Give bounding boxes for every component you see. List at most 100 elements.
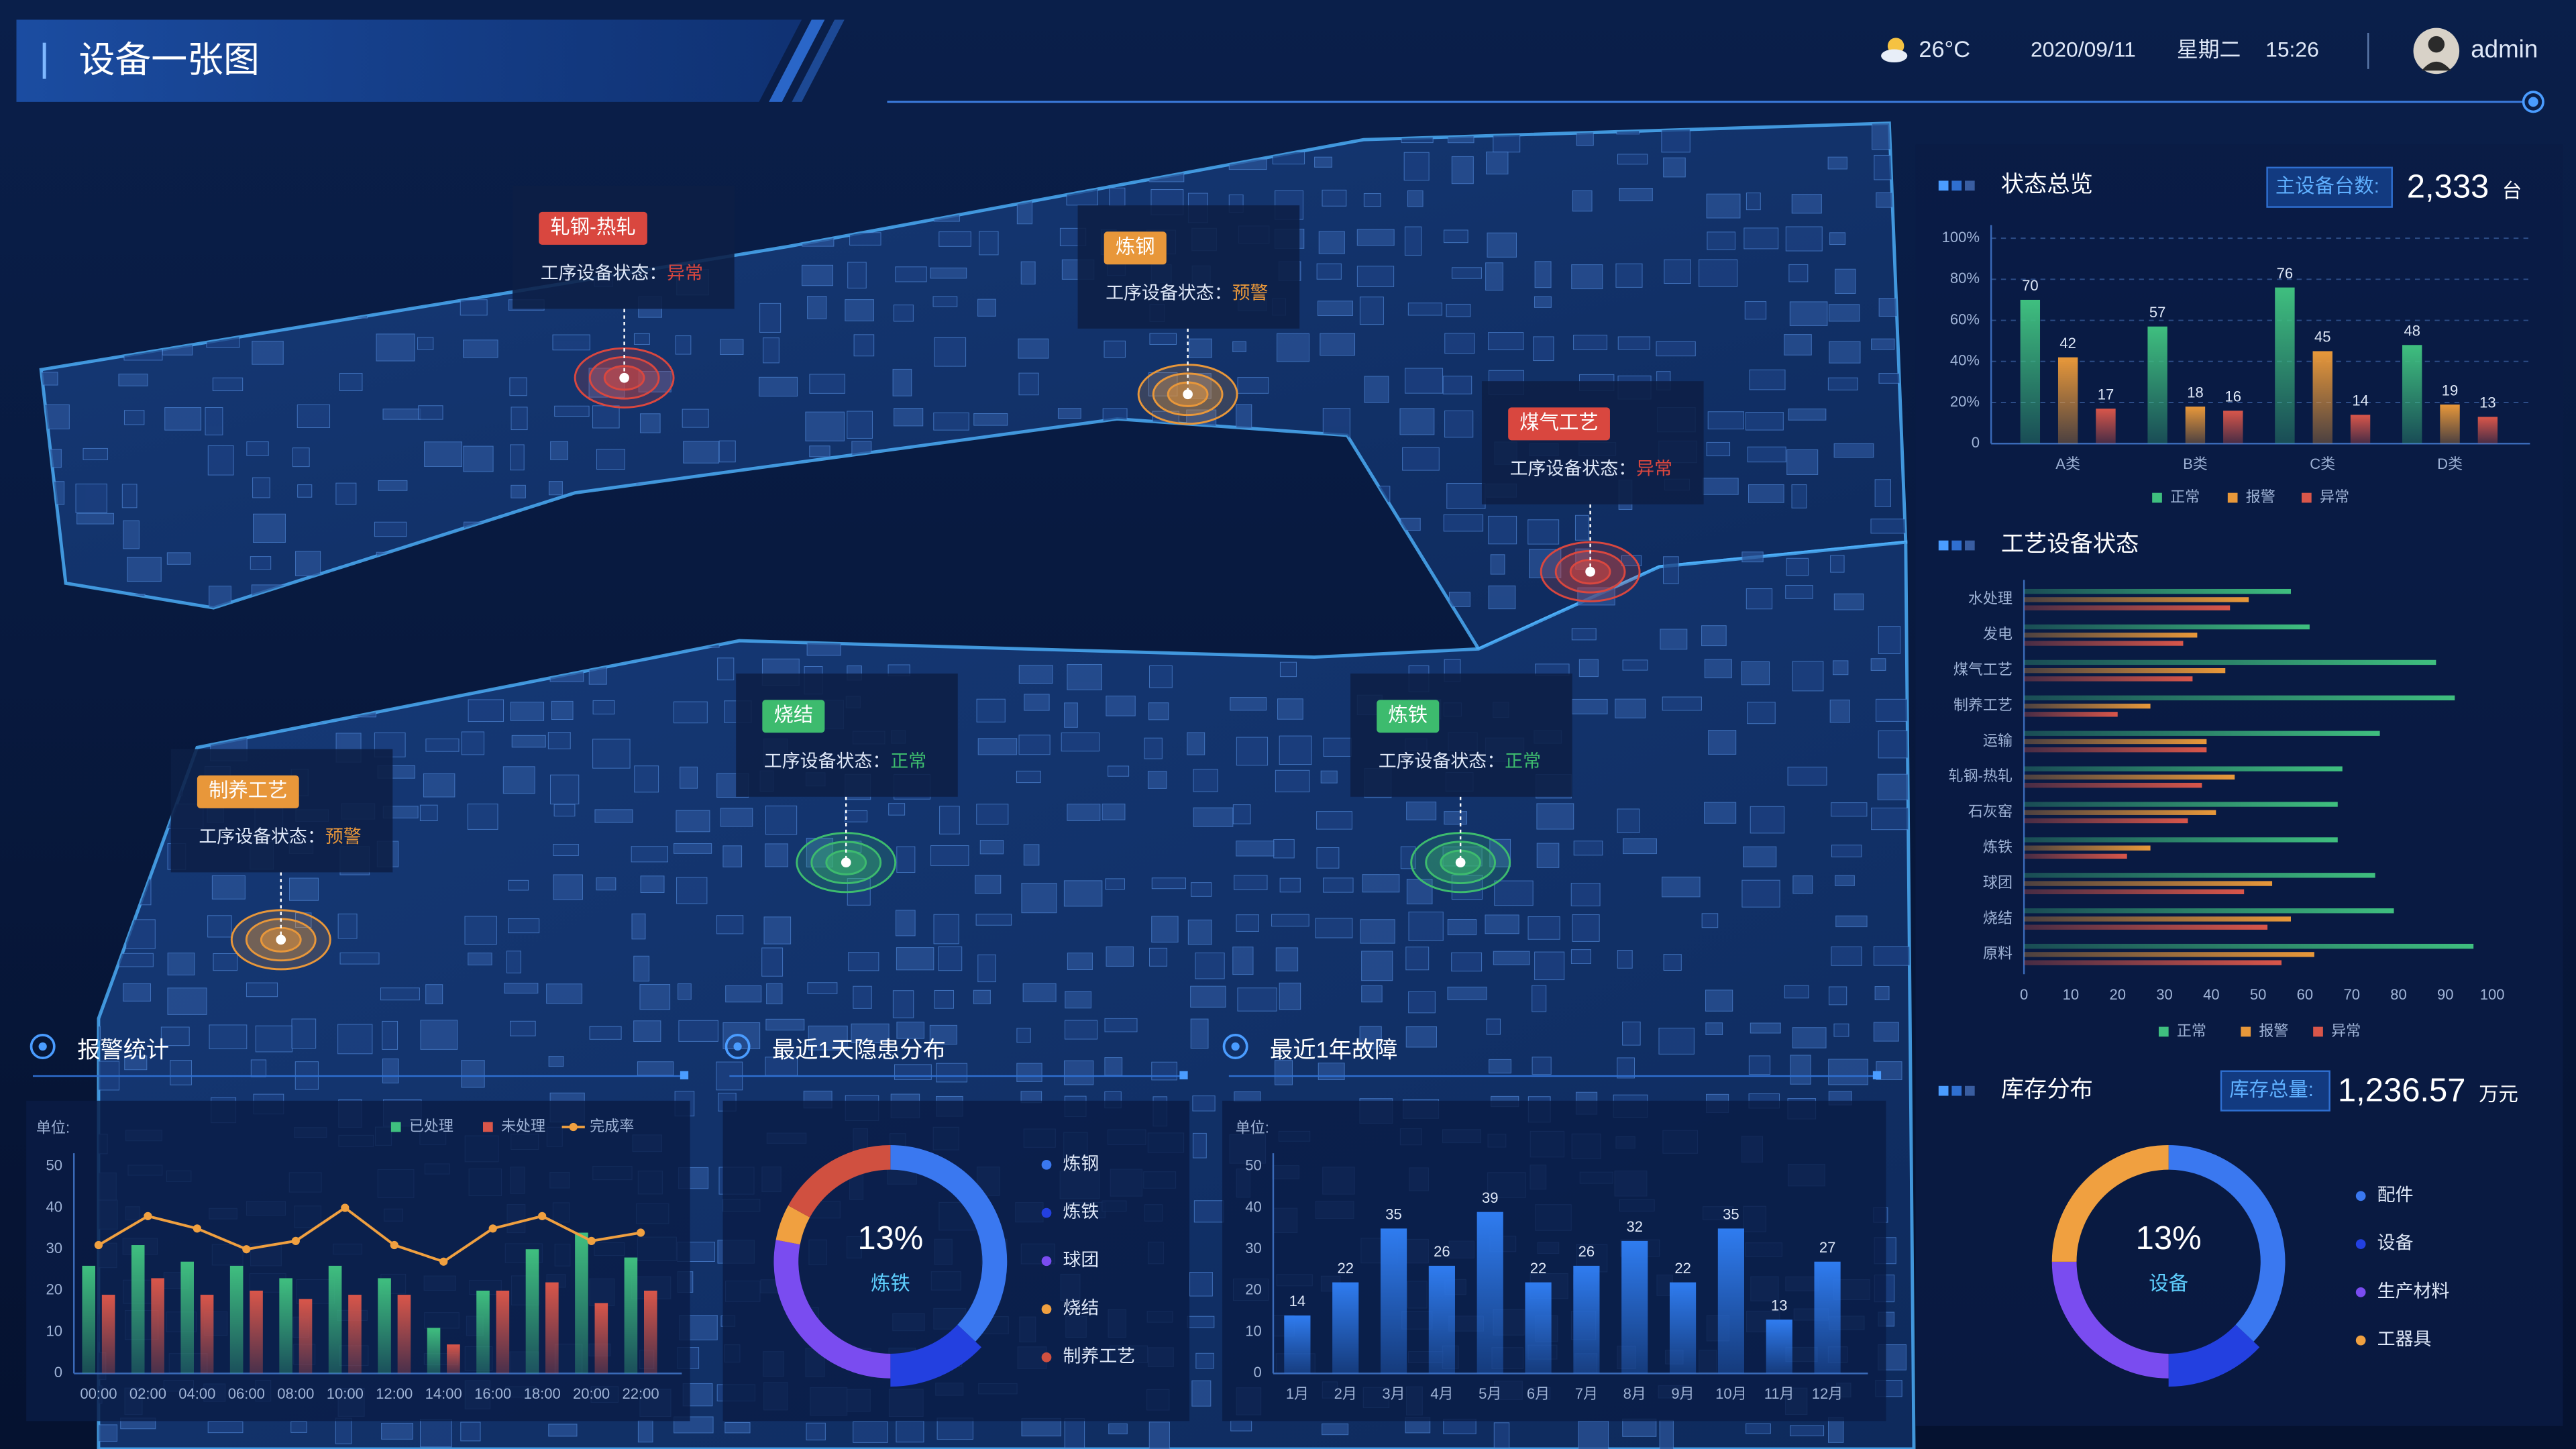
bar (2477, 417, 2498, 444)
bar (2024, 908, 2394, 914)
building (1451, 156, 1474, 184)
donut-slice (890, 1144, 1008, 1342)
building (1403, 152, 1430, 181)
building (722, 845, 743, 867)
building (1534, 296, 1552, 308)
building (1617, 808, 1640, 833)
building (376, 333, 415, 362)
building (1746, 193, 1761, 211)
building (1193, 769, 1218, 792)
building (250, 1059, 267, 1077)
building (1236, 841, 1275, 857)
legend-dot (2355, 1335, 2366, 1346)
building (374, 521, 407, 537)
legend-dot (2355, 1239, 2366, 1249)
building (1792, 875, 1813, 894)
x-tick-label: 10 (2063, 986, 2080, 1003)
building (1451, 875, 1483, 900)
marker-box (1481, 381, 1704, 504)
legend-label: 制养工艺 (1063, 1346, 1135, 1366)
building (1534, 261, 1552, 288)
bar (2024, 837, 2338, 843)
value-label: 76 (2277, 265, 2294, 282)
building (932, 296, 958, 307)
building (297, 404, 331, 428)
building (718, 440, 736, 463)
x-tick-label: 06:00 (228, 1385, 265, 1402)
marker-tag (1377, 700, 1440, 733)
building (1488, 515, 1517, 545)
bar (1332, 1282, 1359, 1374)
bar (1669, 1282, 1697, 1374)
value-label: 14 (2352, 392, 2369, 409)
building (170, 1060, 192, 1085)
building (1745, 412, 1784, 431)
building (1833, 660, 1849, 676)
building (1748, 1055, 1771, 1075)
y-tick-label: 20 (46, 1281, 63, 1298)
building (716, 915, 744, 934)
y-tick-label: 30 (1245, 1240, 1262, 1256)
building (1705, 1022, 1723, 1036)
building (255, 1025, 293, 1053)
building (1573, 334, 1607, 350)
y-tick-label: 10 (46, 1322, 63, 1339)
value-label: 57 (2149, 304, 2166, 321)
building (1024, 694, 1050, 711)
building (683, 441, 720, 464)
user-name[interactable]: admin (2471, 36, 2538, 63)
building (1871, 807, 1909, 830)
building (1402, 447, 1440, 471)
header-bar (16, 19, 802, 102)
x-tick-label: 12:00 (376, 1385, 413, 1402)
building (896, 1420, 924, 1443)
marker-box (736, 674, 958, 797)
bar (545, 1282, 559, 1374)
building (673, 701, 708, 724)
building (1102, 803, 1126, 820)
temperature: 26°C (1919, 37, 1970, 62)
building (1708, 730, 1737, 755)
x-tick-label: 7月 (1575, 1385, 1598, 1402)
building (1791, 194, 1822, 214)
building (423, 773, 455, 798)
building (508, 879, 529, 891)
x-tick-label: 30 (2156, 986, 2173, 1003)
x-tick-label: 60 (2297, 986, 2314, 1003)
bar (2024, 641, 2184, 646)
bar (2024, 766, 2343, 771)
building (1829, 699, 1850, 723)
bar (2024, 818, 2188, 824)
x-tick-label: 3月 (1382, 1385, 1405, 1402)
building (1016, 1028, 1031, 1043)
building (121, 484, 138, 508)
building (1786, 557, 1809, 576)
building (1144, 737, 1163, 759)
bar (575, 1232, 588, 1374)
building (1016, 1063, 1042, 1082)
building (1106, 696, 1136, 716)
building (1792, 661, 1824, 692)
bar (624, 1257, 638, 1374)
building (977, 738, 1018, 755)
building (934, 989, 954, 1009)
y-tick-label: 100% (1942, 229, 1980, 246)
building (1277, 333, 1310, 362)
marker-name: 烧结 (773, 704, 813, 727)
legend-label: 炼钢 (1063, 1153, 1099, 1173)
building (290, 1421, 307, 1433)
building (1705, 989, 1733, 1012)
unit-label: 单位: (36, 1119, 70, 1136)
building (894, 408, 924, 427)
avatar-head (2428, 36, 2445, 53)
marker-name: 制养工艺 (209, 780, 288, 802)
building (506, 951, 521, 973)
building (502, 766, 535, 794)
building (1835, 268, 1856, 294)
building (639, 984, 671, 1010)
bar (2024, 782, 2202, 788)
chart-title: 最近1天隐患分布 (772, 1037, 946, 1063)
building (510, 702, 545, 721)
